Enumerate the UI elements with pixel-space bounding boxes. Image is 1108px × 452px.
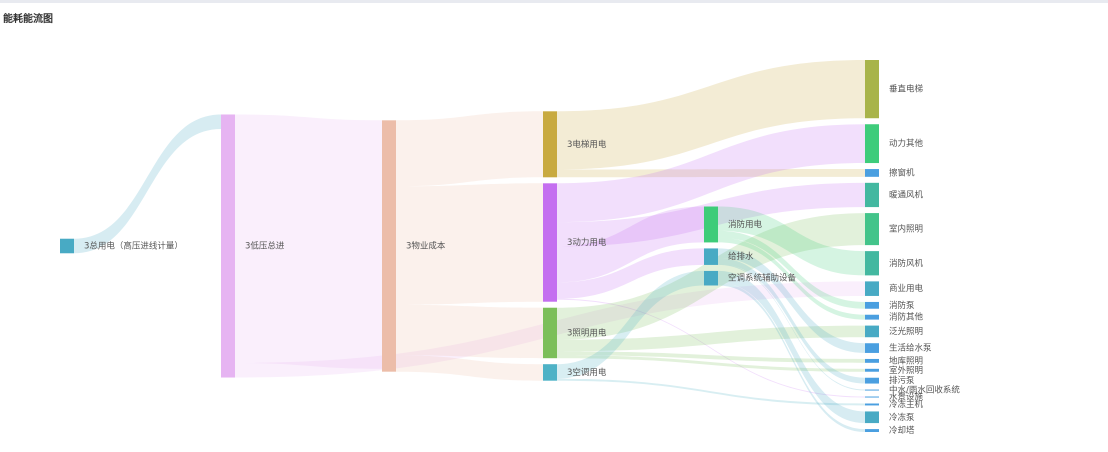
flow-link [235, 114, 382, 369]
flow-link [557, 169, 865, 178]
flow-link [718, 237, 865, 320]
node [865, 281, 879, 296]
node [865, 213, 879, 246]
node [865, 411, 879, 424]
node-label: 暖通风机 [889, 189, 924, 200]
node [543, 307, 557, 359]
node-label: 垂直电梯 [889, 84, 924, 95]
node-label: 室内照明 [889, 224, 923, 235]
node-label: 3总用电（高压进线计量） [84, 241, 183, 252]
flow-link [557, 355, 865, 372]
node-label: 3动力用电 [567, 237, 607, 248]
flow-link [718, 263, 865, 391]
node-label: 地库照明 [889, 355, 923, 366]
flow-link [557, 248, 704, 299]
chart-title: 能耗能流图 [3, 14, 53, 25]
node [704, 248, 718, 265]
node [865, 396, 879, 398]
node-label: 泛光照明 [889, 326, 923, 337]
node [704, 206, 718, 243]
flow-link [557, 124, 865, 223]
node [865, 343, 879, 353]
node [543, 183, 557, 302]
node-label: 冷冻主机 [889, 399, 924, 410]
flow-link [396, 183, 543, 305]
flow-link [396, 111, 543, 187]
node [60, 238, 74, 254]
node-label: 给排水 [728, 251, 754, 262]
node-label: 中水/雨水回收系统 [889, 385, 960, 396]
flow-link [557, 270, 704, 379]
node [865, 389, 879, 391]
flow-link [718, 282, 865, 432]
flow-link [718, 248, 865, 353]
flow-link [396, 355, 543, 381]
node [865, 251, 879, 276]
node [865, 169, 879, 177]
node-label: 3照明用电 [567, 327, 607, 338]
flow-link [718, 258, 865, 384]
node-label: 空调系统辅助设备 [728, 273, 797, 284]
flow-link [557, 325, 865, 352]
flow-link [557, 206, 704, 283]
node-label: 消防泵 [889, 300, 915, 311]
flow-link [718, 270, 865, 424]
flow-link [557, 60, 865, 170]
node [865, 325, 879, 338]
flow-link [74, 114, 221, 254]
node-label: 商业用电 [889, 283, 924, 294]
flow-link [557, 298, 865, 398]
node-label: 排污泵 [889, 375, 915, 386]
node-label: 冷冻泵 [889, 412, 915, 423]
node-label: 室外照明 [889, 365, 923, 376]
node [865, 368, 879, 372]
node [865, 314, 879, 320]
node-label: 消防风机 [889, 258, 924, 269]
node-label: 生活给水泵 [889, 343, 932, 354]
node [865, 358, 879, 363]
node [382, 120, 396, 372]
node-label: 消防用电 [728, 219, 763, 230]
node-label: 冷却塔 [889, 425, 915, 436]
node [543, 111, 557, 178]
top-bar [0, 0, 1108, 3]
flow-link [557, 378, 865, 406]
node [865, 429, 879, 432]
flow-link [557, 351, 865, 363]
node-label: 3空调用电 [567, 367, 607, 378]
node [865, 182, 879, 208]
node [865, 403, 879, 406]
node [865, 301, 879, 309]
node-label: 3低压总进 [245, 241, 285, 252]
node-label: 水景设施 [889, 392, 924, 403]
node [865, 377, 879, 384]
node [704, 270, 718, 286]
node-label: 3物业成本 [406, 241, 446, 252]
flow-link [718, 230, 865, 309]
flow-link [718, 206, 865, 276]
node [221, 114, 235, 378]
node-label: 3电梯用电 [567, 139, 607, 150]
node-label: 消防其他 [889, 312, 924, 323]
node-label: 擦窗机 [889, 167, 915, 178]
node [543, 364, 557, 381]
node-label: 动力其他 [889, 138, 924, 149]
node [865, 60, 879, 119]
node [865, 124, 879, 164]
flow-link [396, 304, 543, 359]
